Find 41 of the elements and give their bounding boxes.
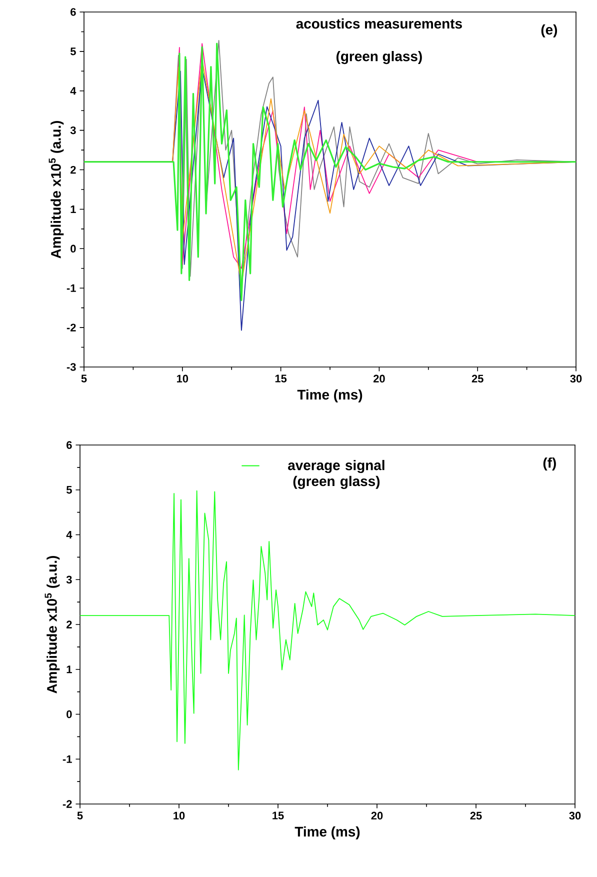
y-tick-label: 5 — [70, 48, 76, 56]
y-tick-label: -1 — [66, 284, 76, 292]
annotation: (e) — [541, 24, 558, 38]
y-tick-label: 2 — [70, 166, 76, 174]
x-tick-label: 10 — [176, 374, 188, 383]
y-tick-label: -2 — [66, 324, 76, 332]
y-tick-label: 5 — [66, 486, 72, 494]
chart-title: acoustics measurements — [296, 18, 462, 29]
y-tick-label: 6 — [66, 441, 72, 449]
y-tick-label: 6 — [70, 8, 76, 16]
y-tick-label: 1 — [70, 205, 76, 213]
x-tick-label: 15 — [275, 374, 287, 382]
y-tick-label: 4 — [66, 530, 72, 539]
legend-label: average signal (green glass) — [288, 460, 384, 489]
x-tick-label: 15 — [272, 812, 284, 820]
annotation: (f) — [543, 457, 556, 470]
line-series — [80, 490, 576, 770]
y-tick-label: 4 — [70, 87, 76, 95]
y-tick-label: -3 — [66, 363, 76, 371]
x-tick-label: 5 — [81, 374, 87, 382]
y-axis-title: Amplitude x10$^{5}$ (a.u.) — [48, 120, 64, 258]
x-tick-label: 20 — [371, 812, 383, 820]
y-tick-label: 3 — [66, 576, 72, 584]
x-axis-title: Time (ms) — [294, 826, 360, 840]
x-tick-label: 20 — [373, 374, 385, 383]
text: (green glass) — [336, 51, 422, 64]
y-tick-label: -2 — [62, 800, 72, 808]
x-tick-label: 30 — [569, 812, 581, 820]
y-axis-title: Amplitude x10$^{5}$ (a.u.) — [44, 556, 60, 694]
y-tick-label: 1 — [66, 666, 72, 674]
y-tick-label: 0 — [70, 244, 76, 253]
x-axis-title: Time (ms) — [297, 389, 362, 402]
x-tick-label: 25 — [470, 812, 482, 820]
x-tick-label: 10 — [174, 812, 185, 820]
y-tick-label: -1 — [62, 755, 72, 763]
x-tick-label: 30 — [570, 374, 582, 383]
y-tick-label: 0 — [66, 710, 72, 718]
y-tick-label: 3 — [70, 126, 76, 134]
x-tick-label: 25 — [472, 374, 484, 383]
x-tick-label: 5 — [77, 812, 83, 820]
y-tick-label: 2 — [66, 620, 72, 628]
